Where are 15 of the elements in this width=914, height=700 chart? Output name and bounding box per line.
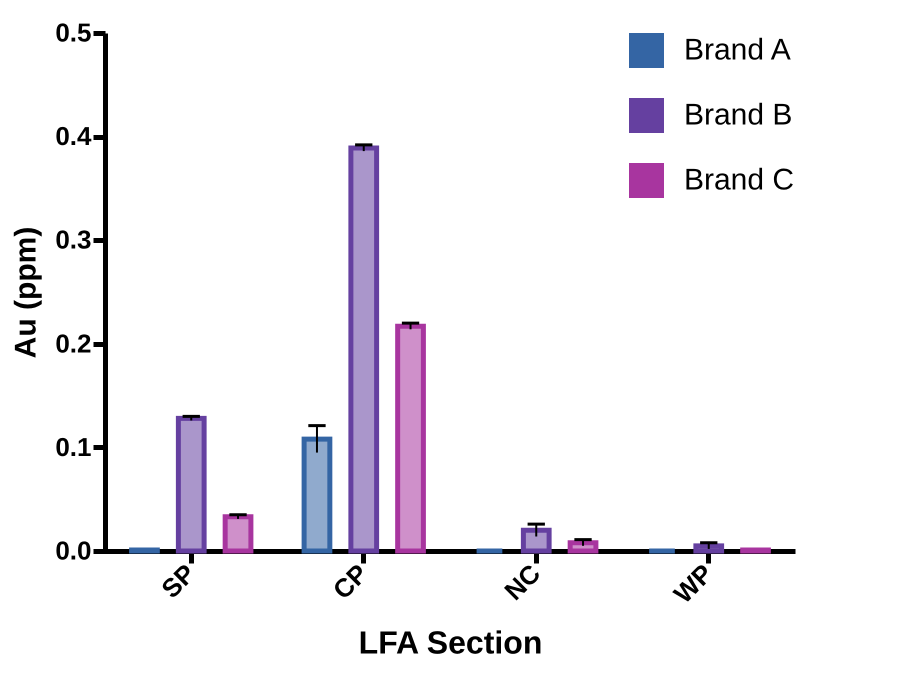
y-tick-label: 0.5: [55, 18, 92, 48]
x-tick-label: WP: [668, 558, 719, 610]
legend-label: Brand B: [684, 98, 792, 132]
y-tick-label: 0.0: [55, 536, 92, 566]
y-axis-title: Au (ppm): [9, 226, 42, 358]
legend-label: Brand C: [684, 164, 794, 196]
x-tick-label: NC: [498, 558, 546, 606]
x-tick-label: SP: [155, 558, 202, 604]
x-tick-label: CP: [326, 558, 374, 605]
legend-label: Brand A: [684, 34, 791, 66]
y-tick-label: 0.2: [55, 328, 92, 358]
y-tick-label: 0.1: [55, 432, 92, 462]
y-tick-label: 0.4: [55, 121, 92, 152]
y-tick-label: 0.3: [55, 224, 92, 255]
x-axis-title: LFA Section: [358, 624, 542, 660]
